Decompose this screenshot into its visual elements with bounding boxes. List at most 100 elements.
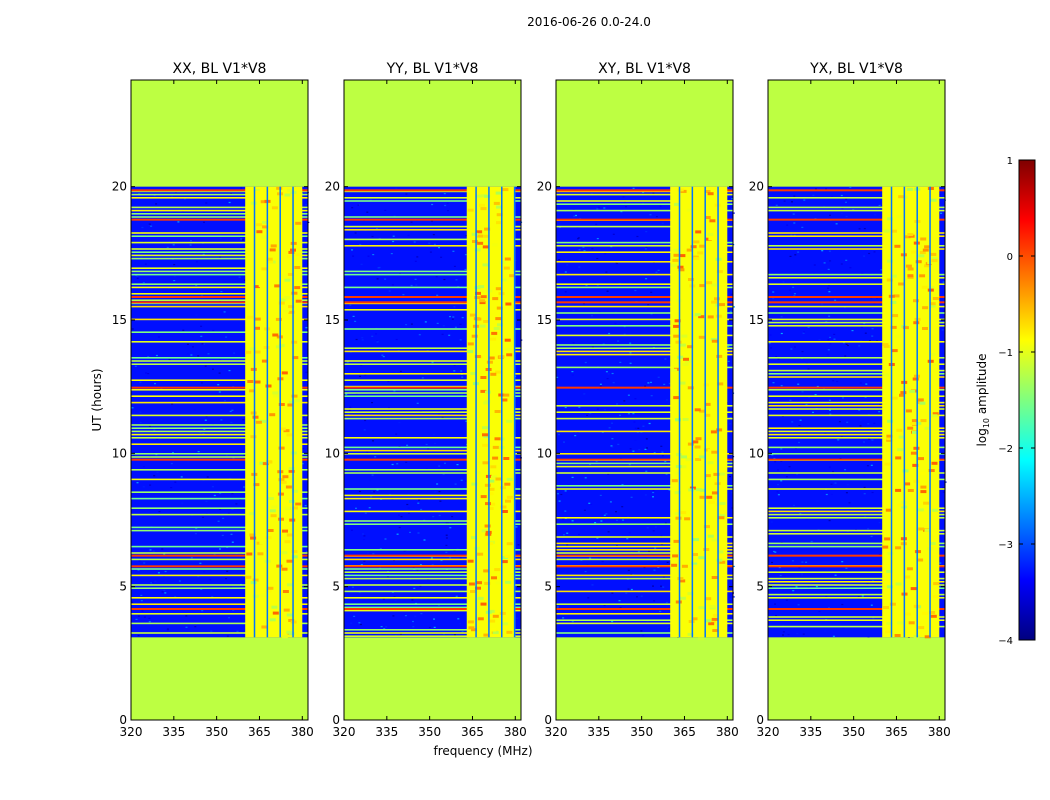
heatmap-noise-cell bbox=[611, 422, 613, 424]
heatmap-noise-cell bbox=[577, 238, 580, 240]
heatmap-rfi-cell bbox=[291, 394, 298, 398]
heatmap-noise-cell bbox=[660, 543, 663, 545]
heatmap-noise-cell bbox=[414, 615, 417, 617]
colorbar-tick-label: −2 bbox=[998, 444, 1013, 455]
heatmap-rfi-cell bbox=[922, 248, 929, 252]
heatmap-noise-cell bbox=[374, 456, 377, 458]
heatmap-noise-cell bbox=[611, 438, 614, 440]
heatmap-noise-cell bbox=[372, 440, 374, 442]
heatmap-noise-cell bbox=[632, 187, 635, 189]
heatmap-noise-cell bbox=[944, 481, 947, 483]
heatmap-strong-line bbox=[556, 386, 733, 389]
heatmap-rfi-cell bbox=[250, 411, 257, 415]
heatmap-noise-cell bbox=[793, 504, 795, 506]
heatmap-noise-cell bbox=[727, 360, 730, 362]
heatmap-rfi-cell bbox=[674, 512, 681, 515]
heatmap-stripe bbox=[131, 587, 308, 589]
heatmap-rfi-cell bbox=[918, 626, 925, 630]
heatmap-noise-cell bbox=[845, 492, 848, 494]
heatmap-rfi-cell bbox=[704, 413, 711, 417]
heatmap-rfi-cell bbox=[927, 187, 934, 190]
heatmap-noise-cell bbox=[455, 279, 458, 281]
heatmap-noise-cell bbox=[456, 464, 459, 466]
heatmap-rfi-cell bbox=[915, 260, 922, 264]
heatmap-rfi-cell bbox=[680, 465, 687, 469]
heatmap-noise-cell bbox=[238, 276, 241, 278]
heatmap-noise-cell bbox=[362, 533, 364, 535]
heatmap-noise-cell bbox=[217, 384, 220, 386]
heatmap-noise-cell bbox=[139, 411, 142, 413]
heatmap-noise-cell bbox=[403, 614, 406, 616]
heatmap-rfi-cell bbox=[479, 301, 486, 305]
heatmap-noise-cell bbox=[776, 491, 779, 493]
heatmap-noise-cell bbox=[842, 627, 845, 629]
heatmap-stripe bbox=[344, 395, 521, 397]
heatmap-noise-cell bbox=[231, 409, 234, 411]
heatmap-rfi-cell bbox=[275, 317, 282, 321]
heatmap-noise-cell bbox=[571, 620, 574, 623]
heatmap-rfi-cell bbox=[885, 508, 892, 512]
heatmap-rfi-cell bbox=[912, 463, 919, 467]
heatmap-noise-cell bbox=[371, 235, 374, 238]
heatmap-noise-cell bbox=[164, 570, 167, 573]
heatmap-rfi-cell bbox=[698, 315, 705, 319]
heatmap-rfi-cell bbox=[501, 510, 508, 513]
heatmap-strong-line bbox=[131, 386, 308, 389]
heatmap-rfi-cell bbox=[672, 554, 679, 558]
heatmap-noise-cell bbox=[416, 256, 419, 258]
colorbar: 10−1−2−3−4 log10 amplitude bbox=[975, 156, 1036, 647]
heatmap-rfi-cell bbox=[917, 398, 924, 402]
heatmap-noise-cell bbox=[732, 212, 735, 214]
heatmap-rfi-cell bbox=[278, 301, 285, 305]
heatmap-rfi-cell bbox=[707, 449, 714, 453]
heatmap-noise-cell bbox=[666, 561, 669, 563]
heatmap-rfi-cell bbox=[924, 528, 931, 532]
heatmap-rfi-cell bbox=[286, 433, 293, 437]
heatmap-rfi-cell bbox=[922, 327, 928, 330]
heatmap-rfi-cell bbox=[704, 474, 711, 478]
heatmap-noise-cell bbox=[203, 343, 205, 345]
heatmap-rfi-cell bbox=[892, 314, 899, 318]
heatmap-rfi-cell bbox=[291, 340, 298, 344]
heatmap-rfi-cell bbox=[505, 499, 511, 503]
heatmap-rfi-cell bbox=[286, 559, 293, 563]
heatmap-rfi-cell bbox=[289, 500, 295, 503]
heatmap-noise-cell bbox=[587, 597, 590, 599]
heatmap-stripe bbox=[131, 401, 308, 404]
heatmap-stripe bbox=[344, 497, 521, 500]
heatmap-noise-cell bbox=[166, 628, 169, 630]
heatmap-noise-cell bbox=[655, 216, 658, 218]
heatmap-stripe bbox=[768, 545, 945, 548]
colorbar-label: log10 amplitude bbox=[975, 354, 991, 447]
y-tick-label: 10 bbox=[112, 446, 127, 460]
x-tick-label: 350 bbox=[842, 725, 865, 739]
heatmap-noise-cell bbox=[634, 398, 637, 400]
heatmap-noise-cell bbox=[578, 533, 580, 535]
heatmap-noise-cell bbox=[449, 557, 451, 559]
heatmap-noise-cell bbox=[212, 368, 214, 370]
heatmap-noise-cell bbox=[627, 394, 630, 396]
heatmap-noise-cell bbox=[147, 373, 150, 375]
heatmap-noise-cell bbox=[573, 215, 576, 217]
heatmap-noise-cell bbox=[442, 473, 445, 475]
heatmap-noise-cell bbox=[645, 246, 648, 248]
heatmap-rfi-cell bbox=[287, 273, 294, 276]
heatmap-rfi-cell bbox=[286, 613, 293, 617]
heatmap-noise-cell bbox=[226, 570, 229, 572]
heatmap-noise-cell bbox=[558, 434, 560, 436]
heatmap-noise-cell bbox=[623, 400, 626, 402]
heatmap-stripe bbox=[131, 305, 308, 308]
heatmap-noise-cell bbox=[616, 262, 619, 265]
heatmap-noise-cell bbox=[136, 276, 139, 278]
heatmap-rfi-cell bbox=[499, 260, 506, 264]
heatmap-stripe bbox=[556, 619, 733, 621]
heatmap-rfi-cell bbox=[506, 542, 513, 546]
heatmap-rfi-cell bbox=[929, 611, 936, 614]
heatmap-rfi-cell bbox=[698, 455, 705, 459]
heatmap-rfi-cell bbox=[891, 396, 898, 400]
heatmap-stripe bbox=[768, 619, 945, 621]
heatmap-stripe bbox=[556, 193, 733, 196]
heatmap-stripe bbox=[344, 469, 521, 471]
heatmap-noise-cell bbox=[153, 195, 156, 197]
heatmap-rfi-cell bbox=[686, 208, 693, 212]
